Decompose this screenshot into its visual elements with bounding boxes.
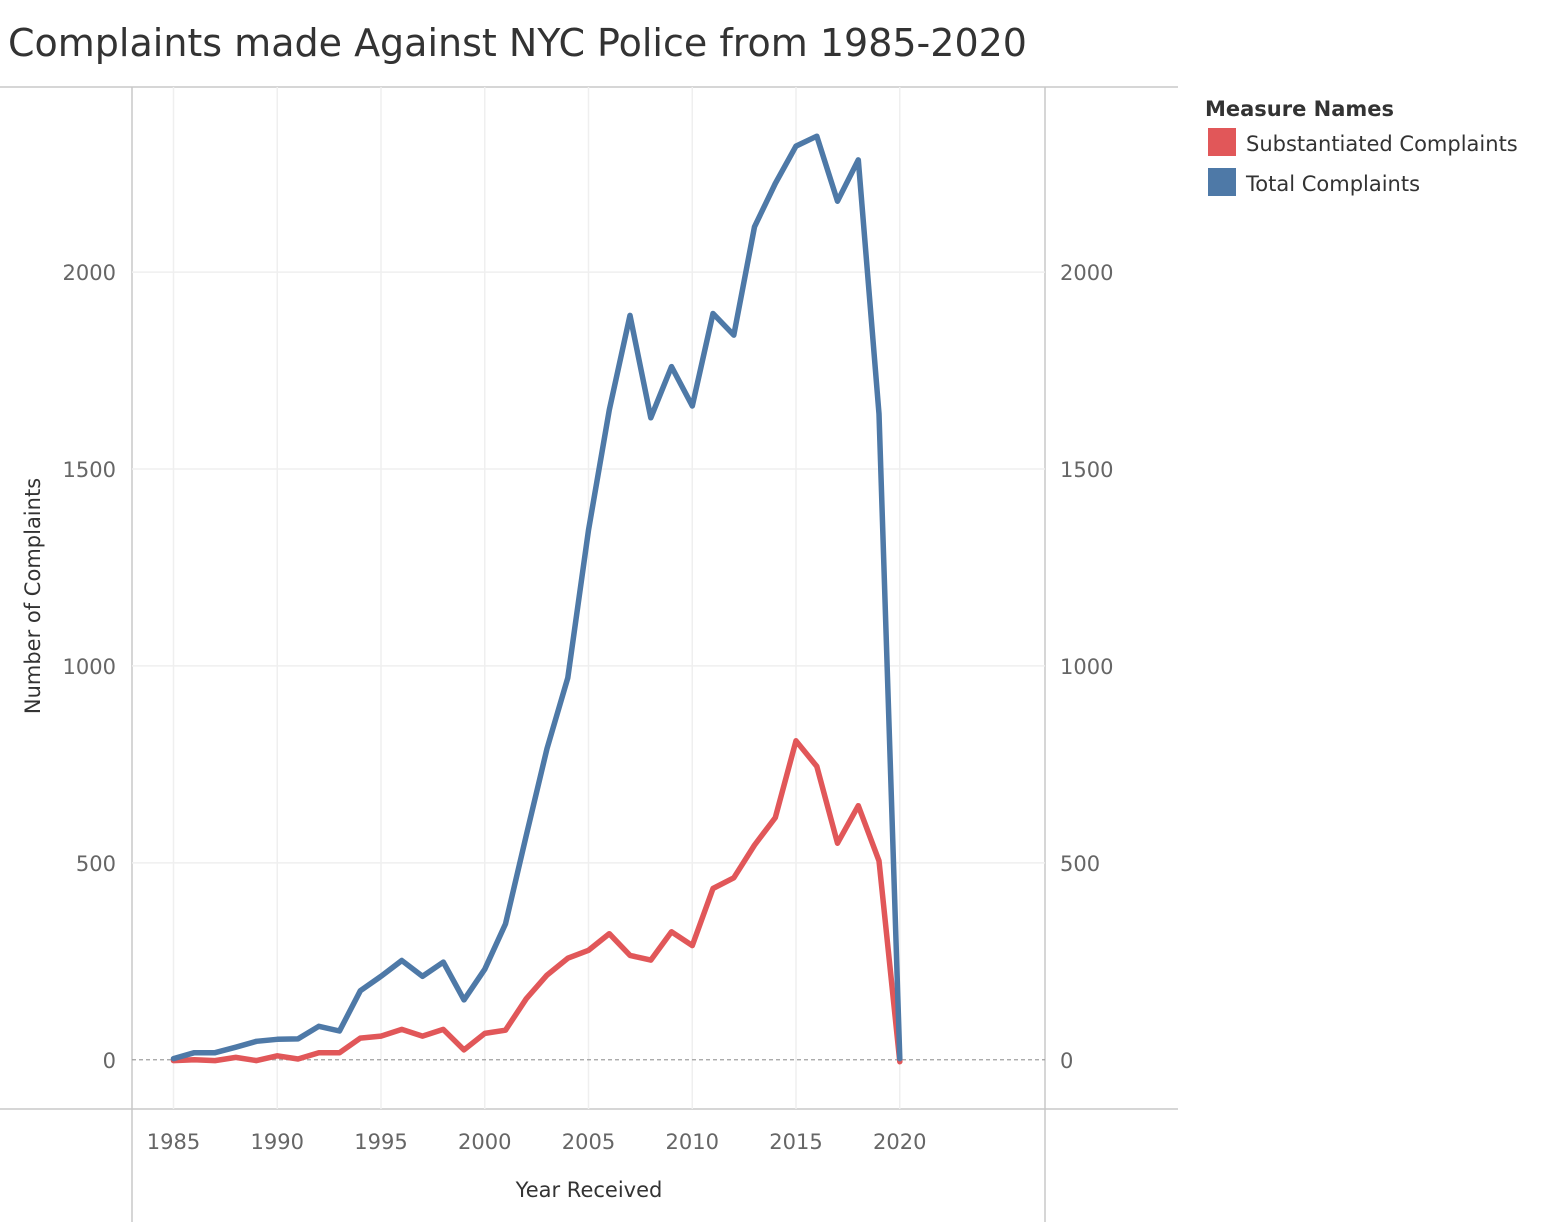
y-tick-label-right: 0 (1060, 1049, 1073, 1073)
y-axis-left-ticks: 0 500 1000 1500 2000 (63, 261, 116, 1073)
chart-title: Complaints made Against NYC Police from … (8, 21, 1027, 65)
legend-label-substantiated-complaints: Substantiated Complaints (1246, 132, 1518, 156)
x-tick-label: 2000 (458, 1130, 511, 1154)
x-tick-label: 1990 (251, 1130, 304, 1154)
x-tick-label: 1995 (354, 1130, 407, 1154)
y-axis-right-ticks: 0 500 1000 1500 2000 (1060, 261, 1113, 1073)
y-tick-label-left: 500 (76, 852, 116, 876)
series-line-total-complaints (170, 133, 903, 1062)
legend: Measure Names Substantiated Complaints To… (1205, 97, 1518, 196)
gridlines (132, 87, 1045, 1109)
series-lines (170, 133, 903, 1065)
y-tick-label-left: 1500 (63, 458, 116, 482)
legend-label-total-complaints: Total Complaints (1245, 172, 1420, 196)
legend-swatch-substantiated-complaints (1208, 128, 1236, 156)
legend-swatch-total-complaints (1208, 168, 1236, 196)
x-axis-title: Year Received (515, 1178, 663, 1202)
x-axis-ticks: 1985 1990 1995 2000 2005 2010 2015 2020 (147, 1130, 927, 1154)
x-tick-label: 2010 (666, 1130, 719, 1154)
y-tick-label-right: 1000 (1060, 655, 1113, 679)
legend-title: Measure Names (1205, 97, 1394, 121)
y-tick-label-right: 500 (1060, 852, 1100, 876)
x-tick-label: 2015 (769, 1130, 822, 1154)
y-tick-label-right: 2000 (1060, 261, 1113, 285)
y-tick-label-left: 1000 (63, 655, 116, 679)
y-tick-label-left: 0 (103, 1049, 116, 1073)
x-tick-label: 2005 (562, 1130, 615, 1154)
x-tick-label: 2020 (873, 1130, 926, 1154)
y-tick-label-left: 2000 (63, 261, 116, 285)
y-tick-label-right: 1500 (1060, 458, 1113, 482)
y-axis-title: Number of Complaints (21, 478, 45, 714)
series-line-substantiated-complaints (170, 738, 903, 1065)
x-tick-label: 1985 (147, 1130, 200, 1154)
